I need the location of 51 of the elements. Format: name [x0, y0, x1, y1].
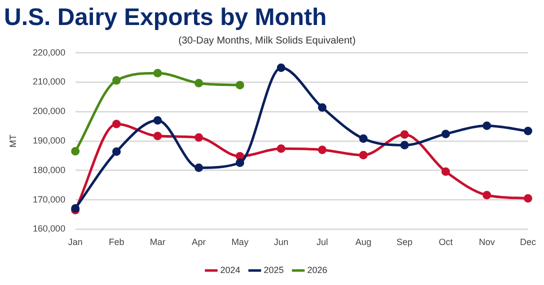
point [112, 76, 121, 85]
point [524, 194, 532, 203]
y-tick-label: 220,000 [32, 47, 66, 58]
x-tick-label: Jun [274, 237, 288, 248]
point [276, 144, 286, 153]
point [153, 68, 162, 78]
x-tick-label: Nov [478, 237, 496, 248]
point [359, 150, 368, 160]
point [400, 140, 409, 150]
point [194, 78, 204, 88]
y-tick-label: 190,000 [32, 135, 66, 146]
point [318, 103, 326, 112]
legend-label: 2024 [220, 264, 240, 275]
point [482, 190, 492, 200]
point [318, 146, 326, 154]
point [482, 121, 492, 130]
y-tick-label: 210,000 [32, 76, 66, 87]
point [441, 167, 450, 176]
point [153, 132, 162, 140]
x-tick-label: Oct [438, 237, 454, 248]
legend-label: 2025 [264, 264, 284, 275]
x-tick-label: Apr [192, 237, 206, 248]
point [359, 134, 368, 143]
point [71, 147, 80, 156]
point [441, 130, 450, 138]
y-tick-label: 160,000 [32, 224, 66, 234]
x-tick-label: Jul [316, 237, 328, 248]
point [400, 130, 409, 139]
x-tick-label: May [231, 237, 249, 248]
y-tick-label: 180,000 [32, 164, 66, 175]
y-axis-title: MT [8, 134, 18, 148]
y-tick-label: 170,000 [32, 194, 66, 204]
point [153, 116, 162, 125]
point [236, 80, 244, 90]
point [194, 164, 204, 172]
x-tick-label: Feb [108, 237, 124, 248]
legend-label: 2026 [307, 264, 328, 275]
point [194, 133, 204, 142]
point [112, 120, 121, 128]
y-tick-label: 200,000 [32, 106, 66, 116]
point [112, 147, 121, 156]
point [236, 158, 244, 168]
chart-title: U.S. Dairy Exports by Month [4, 4, 327, 32]
x-tick-label: Jan [68, 237, 83, 248]
x-tick-label: Dec [520, 237, 536, 248]
point [524, 126, 532, 136]
x-tick-label: Aug [355, 237, 372, 248]
chart-subtitle: (30-Day Months, Milk Solids Equivalent) [178, 36, 356, 47]
x-tick-label: Sep [396, 237, 413, 248]
x-tick-label: Mar [150, 237, 166, 248]
point [276, 64, 286, 72]
